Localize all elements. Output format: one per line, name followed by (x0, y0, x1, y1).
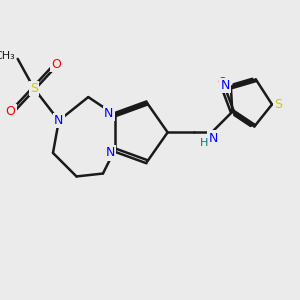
Text: N: N (208, 132, 218, 145)
Text: O: O (51, 58, 61, 71)
Text: N: N (106, 146, 115, 159)
Text: N: N (220, 79, 230, 92)
Text: CH₃: CH₃ (0, 51, 15, 61)
Text: N: N (104, 107, 113, 120)
Text: O: O (217, 76, 227, 89)
Text: O: O (5, 105, 15, 118)
Text: S: S (274, 98, 282, 111)
Text: H: H (200, 138, 208, 148)
Text: S: S (30, 82, 38, 95)
Text: N: N (54, 114, 64, 127)
